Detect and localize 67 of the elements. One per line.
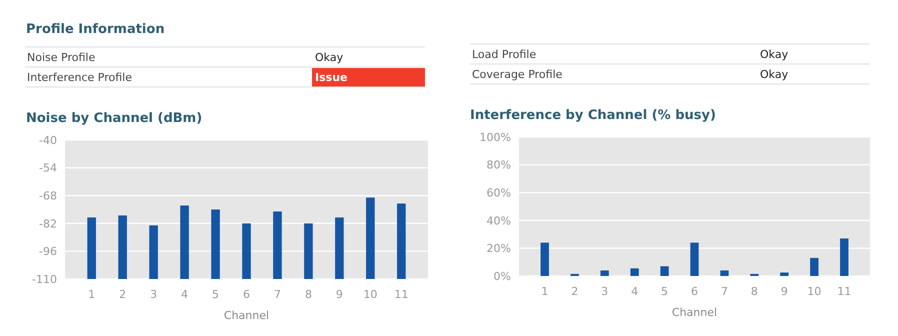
y-tick-label: 100% [480,130,511,144]
bar [366,198,375,279]
y-tick-label: -40 [39,134,57,147]
y-tick-label: -68 [39,189,57,202]
x-tick-label: 6 [243,288,250,301]
y-tick-label: -82 [39,217,57,230]
text: Profile Information [26,22,165,37]
x-tick-label: 8 [750,285,758,298]
bar [211,210,220,279]
bar [780,272,789,276]
x-tick-label: 1 [88,288,96,301]
y-tick-label: 60% [486,186,511,200]
bar [660,266,669,276]
x-tick-label: 2 [571,285,578,298]
bar [242,223,251,279]
x-tick-label: 6 [691,285,698,298]
x-tick-label: 1 [541,285,548,298]
bar [630,268,639,276]
y-tick-label: 0% [494,270,511,283]
x-tick-label: 4 [181,288,188,301]
category-label: Coverage Profile [472,68,563,81]
bar [810,258,818,276]
bar [87,217,96,279]
x-tick-label: 2 [119,288,126,301]
y-tick-label: -54 [39,162,57,175]
x-tick-label: 5 [212,288,220,301]
text: Issue [315,71,348,84]
bar [273,211,282,279]
bar [397,204,406,279]
bar [118,215,127,279]
text: Okay [315,51,344,64]
y-tick-label: -110 [32,272,57,286]
bar [600,270,609,276]
y-tick-label: 80% [486,158,511,172]
y-tick-label: -96 [39,245,57,258]
text: Okay [760,68,788,81]
x-tick-label: 3 [601,285,608,298]
x-tick-label: 11 [394,288,408,301]
x-tick-label: 10 [807,285,822,298]
bar [180,206,189,279]
y-tick-label: 40% [486,214,511,228]
x-tick-label: 11 [837,285,852,298]
x-tick-label: 8 [304,288,312,301]
x-axis-title: Channel [224,309,270,322]
text: Okay [760,48,788,61]
bar [335,217,344,279]
chart-title: Noise by Channel (dBm) [26,111,202,126]
bar [149,225,158,279]
x-tick-label: 5 [661,285,668,298]
bar [720,270,729,276]
y-tick-label: 20% [486,242,511,256]
bar [690,242,699,276]
x-tick-label: 7 [274,288,281,301]
bar [540,242,549,276]
x-tick-label: 3 [150,288,158,301]
category-label: Interference Profile [27,71,132,84]
chart-title: Interference by Channel (% busy) [470,108,716,123]
x-axis-title: Channel [672,306,718,319]
bar [304,223,313,279]
x-tick-label: 10 [363,288,378,301]
x-tick-label: 9 [780,285,788,298]
x-tick-label: 4 [631,285,638,298]
category-label: Noise Profile [27,51,96,64]
category-label: Load Profile [472,48,536,61]
x-tick-label: 9 [336,288,343,301]
bar [840,238,848,276]
x-tick-label: 7 [720,285,728,298]
